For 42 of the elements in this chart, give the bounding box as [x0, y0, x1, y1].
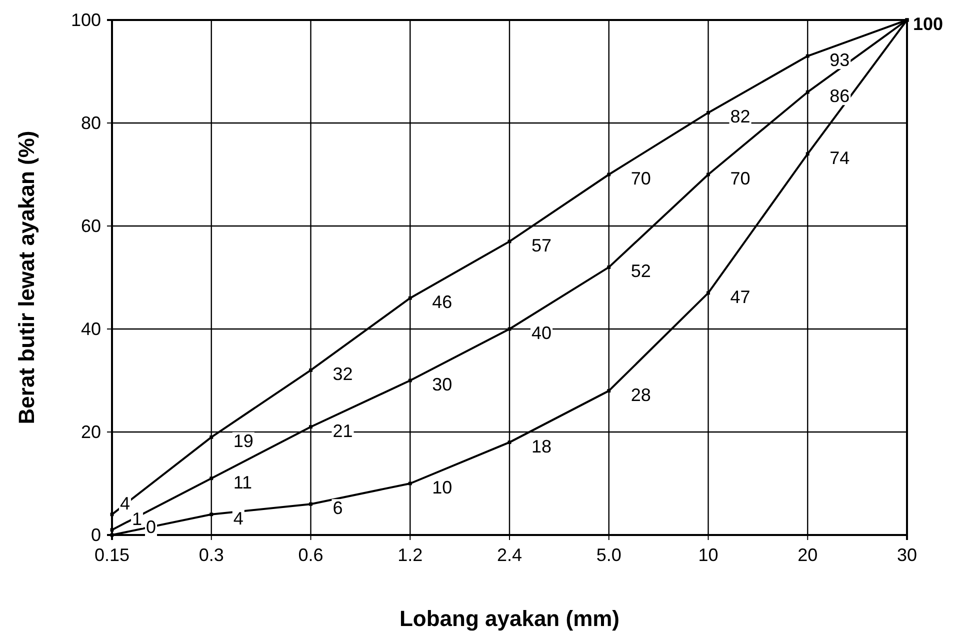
- data-label: 1: [132, 508, 142, 529]
- x-tick-label: 0.15: [94, 544, 130, 565]
- data-label: 57: [532, 235, 552, 256]
- data-label: 52: [630, 261, 651, 282]
- data-label: 21: [332, 420, 353, 441]
- x-tick-label: 0.6: [298, 544, 324, 565]
- data-label: 93: [830, 50, 850, 70]
- y-tick-label: 80: [80, 112, 101, 133]
- data-label: 11: [233, 472, 252, 492]
- x-tick-label: 30: [896, 544, 918, 565]
- x-axis-title: Lobang ayakan (mm): [399, 606, 620, 631]
- x-tick-label: 0.3: [198, 544, 224, 565]
- data-label: 18: [532, 436, 552, 456]
- data-label: 82: [730, 106, 750, 127]
- data-label: 86: [830, 86, 850, 106]
- data-label: 40: [532, 323, 552, 343]
- data-label: 74: [830, 148, 850, 168]
- data-label: 4: [120, 493, 130, 514]
- data-label: 4: [233, 508, 244, 528]
- data-label: 0: [146, 517, 156, 537]
- x-tick-label: 1.2: [398, 544, 423, 565]
- x-tick-label: 2.4: [496, 544, 522, 565]
- y-axis-title: Berat butir lewat ayakan (%): [14, 130, 39, 424]
- data-label: 30: [432, 374, 452, 394]
- data-label: 47: [730, 286, 750, 307]
- data-label: 6: [332, 498, 343, 518]
- data-label: 19: [233, 431, 254, 452]
- data-label: 10: [432, 478, 452, 498]
- data-label: 32: [332, 364, 353, 384]
- x-tick-label: 20: [798, 544, 818, 565]
- y-tick-label: 100: [70, 10, 101, 30]
- data-label: 100: [913, 14, 944, 34]
- y-tick-label: 20: [80, 422, 101, 442]
- y-tick-label: 0: [90, 524, 101, 545]
- data-label: 70: [730, 168, 750, 188]
- data-label: 28: [630, 384, 651, 405]
- x-tick-label: 5.0: [596, 544, 622, 565]
- y-tick-label: 60: [80, 216, 101, 236]
- data-label: 46: [432, 292, 452, 312]
- x-tick-label: 10: [698, 544, 718, 565]
- y-tick-label: 40: [80, 318, 101, 339]
- data-label: 70: [630, 168, 651, 188]
